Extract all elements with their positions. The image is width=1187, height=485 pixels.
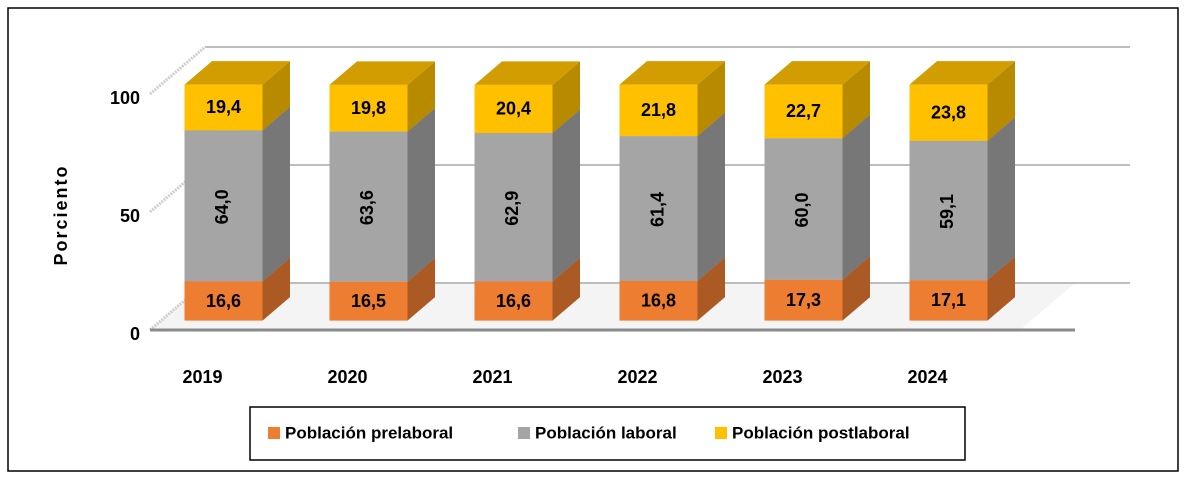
data-label: 63,6 (357, 190, 377, 225)
bar-front (909, 280, 988, 321)
bar-segment (909, 117, 1015, 281)
bar-side (552, 61, 580, 133)
bar-front (909, 140, 988, 281)
bar-side (987, 256, 1015, 321)
data-label: 23,8 (931, 102, 966, 122)
bar-front (474, 281, 553, 321)
bar-side (987, 61, 1015, 141)
bar-segment (184, 61, 290, 131)
y-tick-label: 50 (120, 206, 140, 226)
y-axis-title: Porciento (51, 164, 71, 265)
data-label: 60,0 (792, 192, 812, 227)
bar-top (764, 61, 870, 85)
bar-segment (764, 61, 870, 139)
bar-front (764, 279, 843, 321)
data-label: 17,3 (786, 290, 821, 310)
bar-side (697, 61, 725, 137)
legend-label: Población postlaboral (732, 423, 910, 442)
bar-top (329, 61, 435, 85)
bar-side (697, 257, 725, 321)
data-label: 21,8 (641, 100, 676, 120)
data-label: 20,4 (496, 99, 531, 119)
bar-segment (764, 114, 870, 280)
x-tick-label: 2021 (472, 367, 512, 387)
legend-swatch (518, 427, 530, 439)
bar-top (184, 61, 290, 85)
bar-front (619, 136, 698, 281)
data-label: 22,7 (786, 101, 821, 121)
bar-segment (329, 61, 435, 132)
bar-top (909, 61, 1015, 85)
bar-side (987, 117, 1015, 281)
bar-segment (474, 61, 580, 133)
bar-side (842, 61, 870, 139)
data-label: 16,5 (351, 291, 386, 311)
data-label: 16,6 (206, 291, 241, 311)
y-tick-label: 0 (130, 324, 140, 344)
bar-top (474, 61, 580, 85)
bar-segment (329, 108, 435, 282)
bar-front (909, 84, 988, 141)
bar-side (262, 106, 290, 282)
data-label: 19,8 (351, 98, 386, 118)
bar-segment (909, 61, 1015, 141)
bar-side (842, 256, 870, 321)
bar-side (842, 114, 870, 280)
bar-segment (474, 109, 580, 282)
bar-front (764, 84, 843, 139)
data-label: 17,1 (931, 290, 966, 310)
bar-side (262, 257, 290, 321)
grid-side (149, 45, 206, 96)
x-tick-label: 2020 (327, 367, 367, 387)
bar-front (474, 84, 553, 133)
data-label: 16,8 (641, 291, 676, 311)
bar-front (184, 281, 263, 321)
bar-segment (184, 106, 290, 282)
bar-side (552, 257, 580, 321)
y-tick-label: 100 (110, 88, 140, 108)
bar-top (619, 61, 725, 85)
grid-line (149, 45, 1130, 96)
bar-front (184, 84, 263, 131)
data-label: 61,4 (647, 192, 667, 227)
bar-side (697, 112, 725, 281)
x-tick-label: 2019 (182, 367, 222, 387)
bar-front (474, 132, 553, 282)
bar-side (552, 109, 580, 282)
bar-front (184, 130, 263, 282)
legend-swatch (268, 427, 280, 439)
bar-side (262, 61, 290, 131)
x-tick-label: 2022 (617, 367, 657, 387)
bar-front (619, 84, 698, 137)
bar-front (619, 280, 698, 321)
data-label: 62,9 (502, 191, 522, 226)
bar-side (407, 108, 435, 282)
legend-box (249, 406, 966, 461)
legend-swatch (715, 427, 727, 439)
bar-front (329, 281, 408, 321)
bar-side (407, 258, 435, 321)
x-tick-label: 2024 (907, 367, 947, 387)
bar-side (407, 61, 435, 132)
legend-label: Población prelaboral (285, 423, 453, 442)
legend-label: Población laboral (535, 423, 677, 442)
bar-segment (619, 112, 725, 281)
data-label: 64,0 (212, 189, 232, 224)
data-label: 59,1 (937, 194, 957, 229)
bar-segment (619, 61, 725, 137)
data-label: 19,4 (206, 97, 241, 117)
bar-front (329, 84, 408, 132)
data-label: 16,6 (496, 291, 531, 311)
bar-front (764, 138, 843, 280)
bar-front (329, 131, 408, 282)
x-tick-label: 2023 (762, 367, 802, 387)
